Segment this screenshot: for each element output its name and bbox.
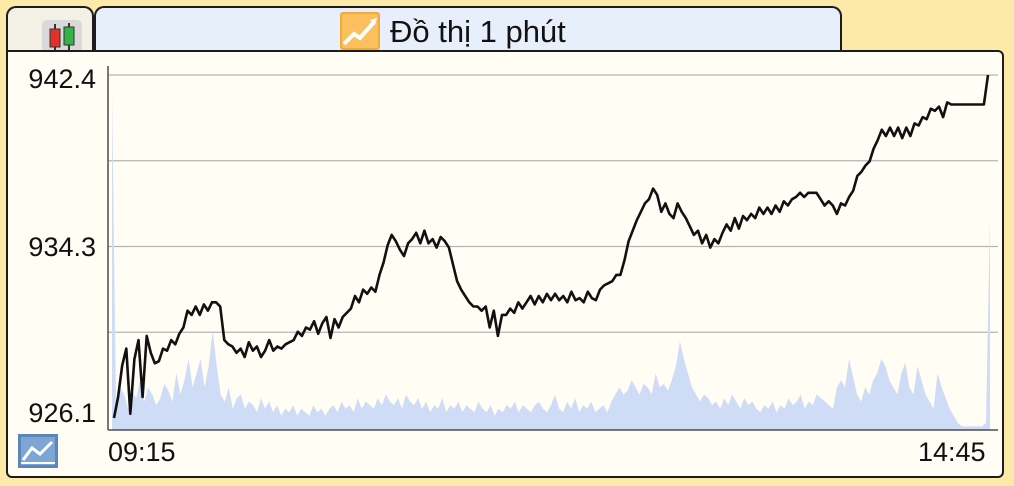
- y-tick-label: 926.1: [28, 398, 96, 428]
- x-tick-label: 09:15: [108, 437, 176, 467]
- volume-area: [112, 92, 990, 431]
- candlestick-icon: [42, 20, 82, 56]
- y-tick-label: 942.4: [28, 64, 96, 94]
- y-tick-label: 934.3: [28, 232, 96, 262]
- line-chart-icon: [340, 12, 380, 50]
- price-line: [112, 74, 990, 419]
- mini-line-chart-icon[interactable]: [18, 434, 58, 468]
- tab-title: Đồ thị 1 phút: [390, 14, 566, 49]
- candlestick-tab[interactable]: [6, 6, 94, 56]
- tab-1-minute-chart[interactable]: [94, 6, 842, 54]
- x-tick-label: 14:45: [918, 437, 986, 467]
